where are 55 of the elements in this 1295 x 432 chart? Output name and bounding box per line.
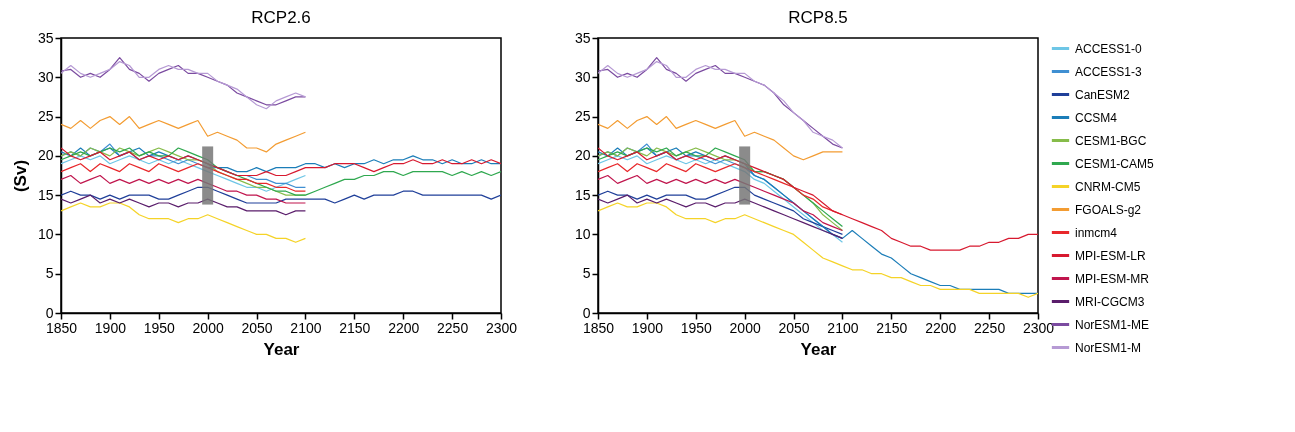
x-tick-label: 2100 [827,319,859,336]
x-tick-label: 1900 [631,319,664,336]
y-tick-label: 0 [45,304,54,321]
y-tick-label: 5 [45,265,54,282]
x-tick-label: 1950 [143,319,176,336]
legend-label: FGOALS-g2 [1075,202,1142,217]
y-tick-label: 25 [574,108,591,125]
y-tick-label: 35 [37,29,54,46]
chart-title: RCP8.5 [788,8,848,27]
y-tick-label: 30 [37,68,54,85]
legend-label: MPI-ESM-MR [1075,271,1150,286]
x-tick-label: 2150 [876,319,908,336]
x-axis-title: Year [263,339,300,359]
x-tick-label: 2200 [388,319,420,336]
x-tick-label: 2050 [778,319,810,336]
y-tick-label: 10 [574,225,591,242]
legend-label: NorESM1-M [1075,340,1142,355]
x-tick-label: 2000 [192,319,224,336]
y-tick-label: 5 [582,265,591,282]
y-tick-label: 0 [582,304,591,321]
x-axis-title: Year [800,339,837,359]
y-tick-label: 35 [574,29,591,46]
legend-label: MPI-ESM-LR [1075,248,1146,263]
y-tick-label: 10 [37,225,54,242]
legend-label: MRI-CGCM3 [1075,294,1145,309]
y-tick-label: 15 [37,186,54,203]
y-tick-label: 20 [37,147,54,164]
legend-label: NorESM1-ME [1075,317,1150,332]
x-tick-label: 2300 [485,319,518,336]
x-tick-label: 2250 [437,319,469,336]
x-tick-label: 1900 [94,319,127,336]
x-tick-label: 1950 [680,319,713,336]
legend-label: CCSM4 [1075,110,1118,125]
y-tick-label: 20 [574,147,591,164]
x-tick-label: 1850 [582,319,615,336]
chart-title: RCP2.6 [251,8,311,27]
x-tick-label: 2000 [729,319,761,336]
x-tick-label: 2100 [290,319,322,336]
legend-label: ACCESS1-3 [1075,64,1143,79]
y-tick-label: 15 [574,186,591,203]
x-tick-label: 2150 [339,319,371,336]
x-tick-label: 2300 [1022,319,1055,336]
x-tick-label: 2050 [241,319,273,336]
y-tick-label: 25 [37,108,54,125]
legend-label: inmcm4 [1075,225,1118,240]
x-tick-label: 1850 [45,319,78,336]
x-tick-label: 2200 [925,319,957,336]
legend-label: CNRM-CM5 [1075,179,1141,194]
legend-label: ACCESS1-0 [1075,41,1143,56]
legend-label: CESM1-BGC [1075,133,1147,148]
legend-label: CanESM2 [1075,87,1131,102]
legend-label: CESM1-CAM5 [1075,156,1155,171]
y-tick-label: 30 [574,68,591,85]
x-tick-label: 2250 [974,319,1006,336]
y-axis-title: (Sv) [10,159,30,193]
